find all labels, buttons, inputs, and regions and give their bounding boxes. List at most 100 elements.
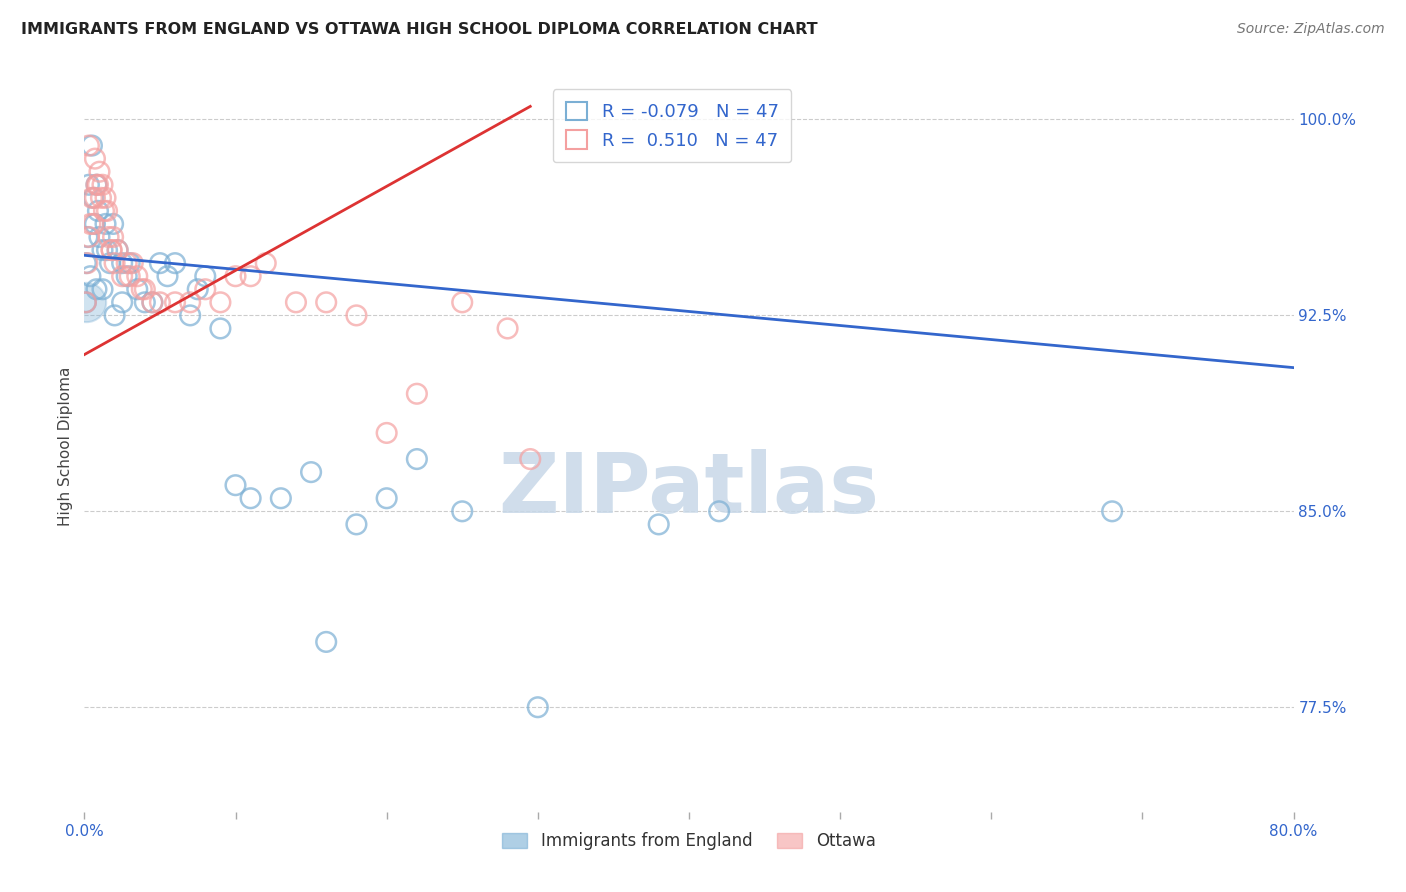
Point xyxy=(496,321,519,335)
Point xyxy=(94,191,117,205)
Point xyxy=(149,295,172,310)
Point xyxy=(346,309,368,323)
Point xyxy=(80,191,103,205)
Text: IMMIGRANTS FROM ENGLAND VS OTTAWA HIGH SCHOOL DIPLOMA CORRELATION CHART: IMMIGRANTS FROM ENGLAND VS OTTAWA HIGH S… xyxy=(21,22,818,37)
Point xyxy=(90,191,112,205)
Point xyxy=(346,517,368,532)
Point xyxy=(86,178,108,192)
Point xyxy=(375,425,398,440)
Point xyxy=(179,295,201,310)
Point xyxy=(315,635,337,649)
Point xyxy=(84,217,107,231)
Point xyxy=(100,243,122,257)
Point xyxy=(451,295,474,310)
Point xyxy=(75,295,97,310)
Point xyxy=(648,517,671,532)
Point xyxy=(141,295,163,310)
Point xyxy=(149,256,172,270)
Point xyxy=(1101,504,1123,518)
Point xyxy=(179,309,201,323)
Point xyxy=(134,282,156,296)
Point xyxy=(101,230,124,244)
Point xyxy=(87,203,110,218)
Point xyxy=(94,217,117,231)
Point xyxy=(406,452,429,467)
Point xyxy=(299,465,322,479)
Point xyxy=(134,295,156,310)
Point xyxy=(115,256,138,270)
Point xyxy=(87,178,110,192)
Point xyxy=(89,230,111,244)
Point xyxy=(165,295,187,310)
Point xyxy=(79,269,101,284)
Point xyxy=(82,191,104,205)
Point xyxy=(194,269,217,284)
Point xyxy=(709,504,731,518)
Point xyxy=(127,282,149,296)
Point xyxy=(98,256,121,270)
Point xyxy=(86,178,108,192)
Point xyxy=(111,256,134,270)
Point xyxy=(209,321,232,335)
Point xyxy=(97,230,120,244)
Point xyxy=(131,282,153,296)
Point xyxy=(165,256,187,270)
Point xyxy=(118,256,141,270)
Point xyxy=(285,295,308,310)
Y-axis label: High School Diploma: High School Diploma xyxy=(58,367,73,525)
Point xyxy=(127,269,149,284)
Point xyxy=(156,269,179,284)
Point xyxy=(76,256,98,270)
Point xyxy=(84,152,107,166)
Point xyxy=(104,256,127,270)
Point xyxy=(209,295,232,310)
Point xyxy=(115,269,138,284)
Point xyxy=(91,282,114,296)
Point xyxy=(111,269,134,284)
Point xyxy=(225,478,247,492)
Point xyxy=(75,295,97,310)
Point xyxy=(77,230,100,244)
Legend: Immigrants from England, Ottawa: Immigrants from England, Ottawa xyxy=(494,823,884,858)
Point xyxy=(239,491,262,506)
Point xyxy=(225,269,247,284)
Point xyxy=(141,295,163,310)
Point xyxy=(107,243,129,257)
Point xyxy=(76,230,98,244)
Point xyxy=(93,203,115,218)
Point xyxy=(96,203,118,218)
Point xyxy=(107,243,129,257)
Point xyxy=(75,256,97,270)
Point xyxy=(239,269,262,284)
Point xyxy=(96,243,118,257)
Point xyxy=(84,191,107,205)
Point xyxy=(111,295,134,310)
Point xyxy=(118,269,141,284)
Point xyxy=(77,138,100,153)
Point xyxy=(104,309,127,323)
Point xyxy=(89,164,111,178)
Point xyxy=(91,243,114,257)
Point xyxy=(101,217,124,231)
Point xyxy=(194,282,217,296)
Point xyxy=(80,138,103,153)
Point xyxy=(86,282,108,296)
Text: Source: ZipAtlas.com: Source: ZipAtlas.com xyxy=(1237,22,1385,37)
Point xyxy=(451,504,474,518)
Point xyxy=(100,243,122,257)
Point xyxy=(121,256,143,270)
Point xyxy=(519,452,541,467)
Point xyxy=(375,491,398,506)
Point xyxy=(77,178,100,192)
Text: ZIPatlas: ZIPatlas xyxy=(499,450,879,531)
Point xyxy=(91,178,114,192)
Point xyxy=(315,295,337,310)
Point xyxy=(79,217,101,231)
Point xyxy=(527,700,550,714)
Point xyxy=(82,217,104,231)
Point xyxy=(406,386,429,401)
Point xyxy=(270,491,292,506)
Point xyxy=(187,282,209,296)
Point xyxy=(254,256,277,270)
Point xyxy=(75,295,97,310)
